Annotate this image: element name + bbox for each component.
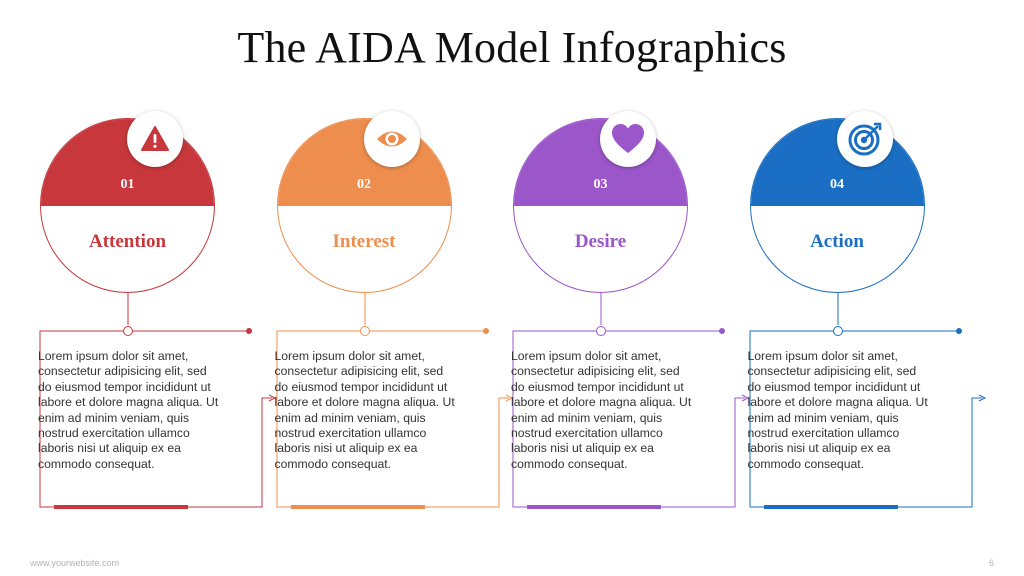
step-1: 01 Attention Lorem ipsum dolor sit amet,… [10,0,277,576]
connector-dot [955,328,962,334]
step-underline [54,505,188,509]
step-number: 03 [593,177,608,192]
step-3: 03 Desire Lorem ipsum dolor sit amet, co… [483,0,750,576]
connector-dot [246,328,252,334]
target-icon [836,111,893,167]
eye-icon [363,111,420,167]
step-circle: 04 Action [749,118,925,293]
step-description: Lorem ipsum dolor sit amet, consectetur … [511,349,692,471]
page-number: 6 [988,558,994,568]
step-2: 02 Interest Lorem ipsum dolor sit amet, … [247,0,513,576]
step-label: Action [810,231,864,252]
arrow-icon [268,394,277,402]
step-label: Desire [574,231,627,252]
step-4: 04 Action Lorem ipsum dolor sit amet, co… [720,0,986,576]
arrow-icon [978,394,986,402]
step-underline [763,505,898,509]
connector-node [359,326,370,336]
step-circle: 02 Interest [276,118,452,293]
footer-website: www.yourwebsite.com [30,558,120,568]
connector-dot [482,328,489,334]
step-description: Lorem ipsum dolor sit amet, consectetur … [747,349,928,471]
connector-node [123,326,133,336]
connector-node [596,326,606,336]
connector-node [832,326,843,336]
step-number: 04 [830,177,844,192]
step-number: 01 [120,177,135,192]
step-number: 02 [357,177,371,192]
step-label: Attention [88,231,167,252]
step-underline [527,505,661,509]
warning-icon [127,111,183,167]
heart-icon [600,111,656,167]
arrow-icon [741,394,750,402]
step-label: Interest [332,231,396,252]
connector-dot [719,328,725,334]
step-description: Lorem ipsum dolor sit amet, consectetur … [38,349,219,471]
step-description: Lorem ipsum dolor sit amet, consectetur … [274,349,455,471]
page-title: The AIDA Model Infographics [237,23,787,72]
arrow-icon [505,394,513,402]
step-underline [290,505,425,509]
